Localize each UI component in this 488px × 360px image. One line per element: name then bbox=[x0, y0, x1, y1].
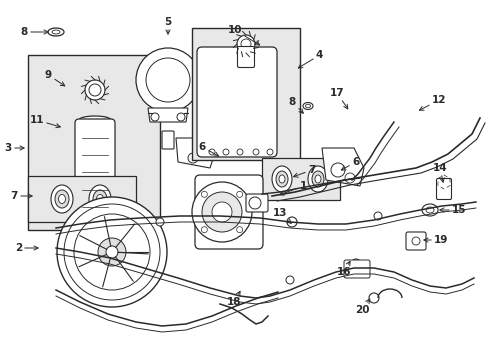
Text: 6: 6 bbox=[198, 142, 218, 156]
Circle shape bbox=[212, 202, 231, 222]
Circle shape bbox=[330, 163, 345, 177]
Circle shape bbox=[345, 173, 354, 183]
Circle shape bbox=[373, 212, 381, 220]
Circle shape bbox=[136, 48, 200, 112]
Text: 14: 14 bbox=[432, 163, 447, 182]
Text: 20: 20 bbox=[354, 299, 369, 315]
Text: 9: 9 bbox=[45, 70, 64, 86]
Polygon shape bbox=[321, 148, 363, 186]
Circle shape bbox=[368, 293, 378, 303]
Ellipse shape bbox=[48, 28, 64, 36]
Circle shape bbox=[411, 237, 419, 245]
Ellipse shape bbox=[271, 166, 291, 192]
FancyBboxPatch shape bbox=[197, 47, 276, 157]
Text: 2: 2 bbox=[15, 243, 38, 253]
FancyBboxPatch shape bbox=[262, 158, 339, 200]
Circle shape bbox=[151, 113, 159, 121]
Ellipse shape bbox=[421, 204, 437, 216]
Circle shape bbox=[201, 227, 207, 233]
Circle shape bbox=[236, 191, 242, 197]
Circle shape bbox=[355, 264, 363, 272]
Circle shape bbox=[350, 259, 360, 269]
Ellipse shape bbox=[75, 210, 115, 220]
Circle shape bbox=[248, 197, 261, 209]
Circle shape bbox=[237, 149, 243, 155]
Ellipse shape bbox=[305, 104, 310, 108]
Circle shape bbox=[285, 276, 293, 284]
Text: 18: 18 bbox=[226, 291, 241, 307]
Circle shape bbox=[192, 182, 251, 242]
Circle shape bbox=[57, 197, 167, 307]
Circle shape bbox=[85, 80, 105, 100]
Ellipse shape bbox=[55, 190, 69, 208]
Text: 12: 12 bbox=[419, 95, 446, 110]
FancyBboxPatch shape bbox=[343, 260, 369, 278]
Circle shape bbox=[201, 191, 207, 197]
Circle shape bbox=[146, 58, 190, 102]
Polygon shape bbox=[148, 108, 187, 122]
Ellipse shape bbox=[307, 166, 327, 192]
Ellipse shape bbox=[93, 190, 107, 208]
Circle shape bbox=[156, 218, 163, 226]
Ellipse shape bbox=[311, 171, 324, 187]
Ellipse shape bbox=[279, 175, 285, 183]
Text: 10: 10 bbox=[227, 25, 259, 45]
FancyBboxPatch shape bbox=[75, 119, 115, 222]
Circle shape bbox=[266, 149, 272, 155]
Text: 8: 8 bbox=[20, 27, 48, 37]
Text: 5: 5 bbox=[164, 17, 171, 34]
Circle shape bbox=[236, 227, 242, 233]
Circle shape bbox=[208, 149, 215, 155]
Text: 11: 11 bbox=[29, 115, 60, 128]
Circle shape bbox=[106, 246, 118, 258]
Text: 4: 4 bbox=[298, 50, 323, 68]
Text: 6: 6 bbox=[341, 157, 359, 170]
Text: 16: 16 bbox=[336, 261, 350, 277]
Circle shape bbox=[241, 39, 250, 49]
Ellipse shape bbox=[275, 171, 287, 187]
Text: 13: 13 bbox=[272, 208, 290, 223]
Circle shape bbox=[252, 149, 259, 155]
Ellipse shape bbox=[51, 185, 73, 213]
FancyBboxPatch shape bbox=[162, 131, 174, 149]
Text: 19: 19 bbox=[423, 235, 447, 245]
FancyBboxPatch shape bbox=[245, 194, 267, 212]
FancyBboxPatch shape bbox=[436, 179, 450, 199]
Circle shape bbox=[89, 84, 101, 96]
Circle shape bbox=[98, 238, 126, 266]
Ellipse shape bbox=[96, 194, 103, 203]
Text: 7: 7 bbox=[11, 191, 32, 201]
FancyBboxPatch shape bbox=[237, 46, 254, 68]
Circle shape bbox=[286, 217, 296, 227]
Ellipse shape bbox=[314, 175, 320, 183]
Text: 8: 8 bbox=[288, 97, 303, 113]
Circle shape bbox=[223, 149, 228, 155]
Circle shape bbox=[287, 218, 295, 226]
Circle shape bbox=[237, 35, 254, 53]
Text: 17: 17 bbox=[329, 88, 347, 109]
Circle shape bbox=[187, 153, 198, 163]
Text: 3: 3 bbox=[5, 143, 24, 153]
Ellipse shape bbox=[303, 103, 312, 109]
Text: 7: 7 bbox=[293, 165, 315, 177]
Circle shape bbox=[202, 192, 242, 232]
Text: 15: 15 bbox=[439, 205, 466, 215]
Ellipse shape bbox=[425, 207, 433, 213]
Ellipse shape bbox=[59, 194, 65, 203]
Ellipse shape bbox=[89, 185, 111, 213]
Circle shape bbox=[177, 113, 184, 121]
Ellipse shape bbox=[79, 116, 111, 124]
Ellipse shape bbox=[52, 30, 60, 34]
FancyBboxPatch shape bbox=[192, 28, 299, 160]
Polygon shape bbox=[176, 138, 216, 168]
FancyBboxPatch shape bbox=[28, 176, 136, 222]
Text: 1: 1 bbox=[279, 181, 306, 195]
FancyBboxPatch shape bbox=[405, 232, 425, 250]
FancyBboxPatch shape bbox=[28, 55, 160, 230]
FancyBboxPatch shape bbox=[195, 175, 263, 249]
